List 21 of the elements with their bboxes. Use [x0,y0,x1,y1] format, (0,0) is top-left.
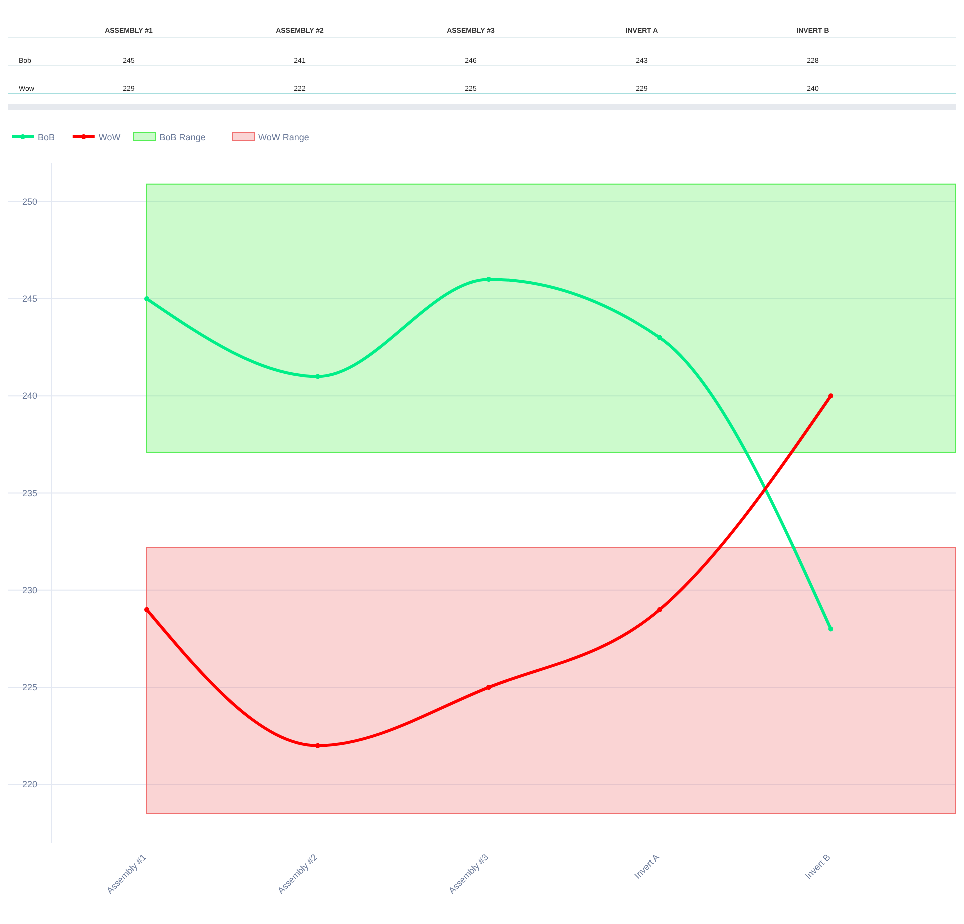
y-tick-label: 220 [22,780,38,790]
point [828,626,834,632]
point [316,743,320,748]
point [828,394,834,399]
legend-label: BoB Range [160,132,206,142]
y-tick-label: 225 [22,682,38,693]
y-tick-label: 235 [22,488,38,498]
point [658,335,662,340]
point [144,296,150,302]
point [144,607,150,612]
y-tick-label: 230 [22,585,38,596]
point [658,607,662,612]
point [486,277,492,282]
legend-label: BoB [38,132,56,142]
point [486,685,492,690]
y-tick-label: 240 [22,391,38,402]
y-tick-label: 250 [22,196,38,207]
legend-label: WoW [98,132,122,142]
y-tick-label: 245 [22,294,38,304]
point [316,374,320,380]
legend-label: WoW Range [258,132,310,142]
